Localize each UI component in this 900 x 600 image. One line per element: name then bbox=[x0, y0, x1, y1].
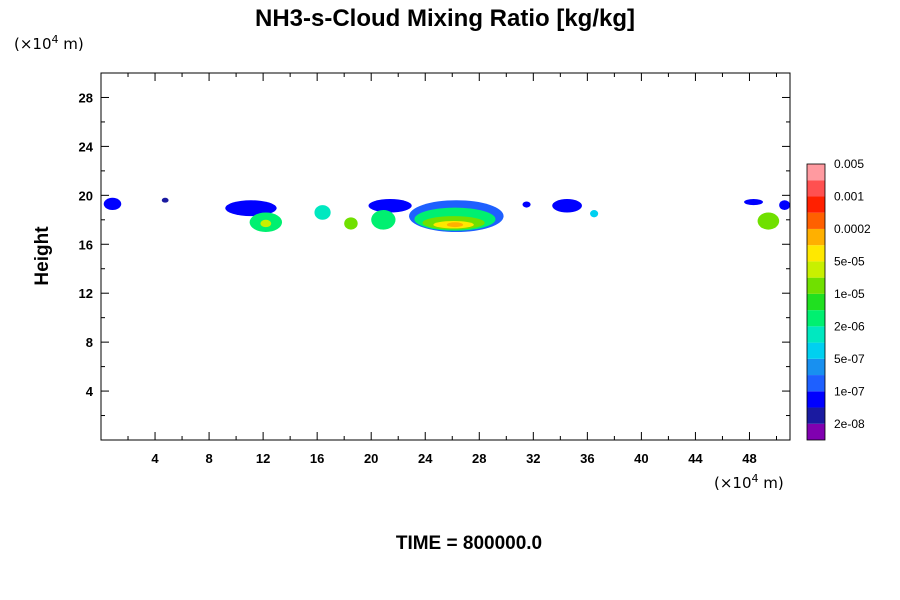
y-tick-label: 20 bbox=[79, 188, 93, 203]
x-tick-label: 32 bbox=[526, 451, 540, 466]
y-axis-label: Height bbox=[32, 226, 53, 286]
colorbar-swatch bbox=[807, 326, 825, 343]
colorbar-label: 5e-05 bbox=[834, 254, 865, 268]
x-tick-label: 8 bbox=[205, 451, 212, 466]
colorbar-label: 0.0002 bbox=[834, 222, 871, 236]
x-tick-label: 16 bbox=[310, 451, 324, 466]
cloud-patch-7 bbox=[368, 199, 412, 213]
colorbar-swatch bbox=[807, 391, 825, 408]
x-tick-label: 4 bbox=[151, 451, 159, 466]
cloud-patch-13 bbox=[446, 222, 464, 228]
x-tick-label: 20 bbox=[364, 451, 378, 466]
colorbar-swatch bbox=[807, 228, 825, 246]
colorbar: 2e-08 1e-07 5e-07 2e-06 1e-05 5e-05 0.0002 0.00… bbox=[806, 157, 871, 441]
colorbar-swatch bbox=[807, 245, 825, 262]
cloud-field bbox=[103, 197, 790, 233]
y-tick-label: 24 bbox=[79, 139, 94, 154]
colorbar-label: 1e-07 bbox=[834, 384, 865, 398]
colorbar-label: 0.005 bbox=[834, 157, 864, 171]
colorbar-swatch bbox=[807, 310, 825, 327]
colorbar-swatch bbox=[807, 342, 825, 359]
colorbar-swatch bbox=[807, 180, 825, 197]
cloud-patch-14 bbox=[522, 201, 531, 208]
y-tick-label: 4 bbox=[86, 384, 94, 399]
colorbar-label: 0.001 bbox=[834, 189, 864, 203]
y-unit-label: (×104 m) bbox=[14, 33, 84, 53]
x-tick-label: 24 bbox=[418, 451, 433, 466]
y-axis: 4 8 12 16 20 24 28 bbox=[79, 72, 790, 417]
colorbar-swatch bbox=[807, 407, 825, 424]
plot-frame bbox=[100, 72, 791, 441]
colorbar-swatch bbox=[807, 277, 825, 294]
x-tick-label: 36 bbox=[580, 451, 594, 466]
x-tick-label: 12 bbox=[256, 451, 270, 466]
cloud-patch-17 bbox=[744, 199, 763, 206]
cloud-patch-18 bbox=[757, 212, 780, 230]
cloud-patch-19 bbox=[779, 200, 790, 211]
cloud-patch-8 bbox=[371, 210, 396, 230]
colorbar-swatch bbox=[807, 423, 825, 440]
x-tick-label: 40 bbox=[634, 451, 648, 466]
colorbar-swatch bbox=[807, 293, 825, 311]
x-tick-label: 44 bbox=[688, 451, 703, 466]
colorbar-frame bbox=[806, 163, 826, 441]
colorbar-label: 5e-07 bbox=[834, 352, 865, 366]
y-tick-label: 28 bbox=[79, 90, 93, 105]
colorbar-swatch bbox=[807, 196, 825, 213]
y-tick-label: 16 bbox=[79, 237, 93, 252]
colorbar-swatch bbox=[807, 375, 825, 392]
cloud-patch-6 bbox=[344, 217, 358, 230]
chart-title: NH3-s-Cloud Mixing Ratio [kg/kg] bbox=[255, 5, 635, 32]
x-tick-label: 48 bbox=[742, 451, 756, 466]
x-unit-label: (×104 m) bbox=[714, 472, 784, 492]
cloud-patch-5 bbox=[314, 205, 331, 220]
cloud-patch-1 bbox=[161, 197, 169, 203]
colorbar-label: 2e-08 bbox=[834, 417, 865, 431]
x-tick-label: 28 bbox=[472, 451, 486, 466]
colorbar-swatch bbox=[807, 261, 825, 278]
cloud-patch-16 bbox=[590, 210, 599, 218]
y-tick-label: 8 bbox=[86, 335, 93, 350]
cloud-patch-15 bbox=[552, 199, 582, 213]
y-tick-label: 12 bbox=[79, 286, 93, 301]
colorbar-label: 2e-06 bbox=[834, 319, 865, 333]
x-axis: 4 8 12 16 20 24 28 32 36 40 44 48 bbox=[127, 73, 777, 466]
colorbar-label: 1e-05 bbox=[834, 287, 865, 301]
cloud-patch-4 bbox=[260, 219, 272, 228]
cloud-patch-0 bbox=[103, 197, 122, 211]
colorbar-swatch bbox=[807, 212, 825, 229]
colorbar-swatch bbox=[807, 164, 825, 181]
cloud-patch-2 bbox=[225, 200, 277, 217]
time-label: TIME = 800000.0 bbox=[396, 533, 542, 554]
colorbar-swatch bbox=[807, 358, 825, 376]
